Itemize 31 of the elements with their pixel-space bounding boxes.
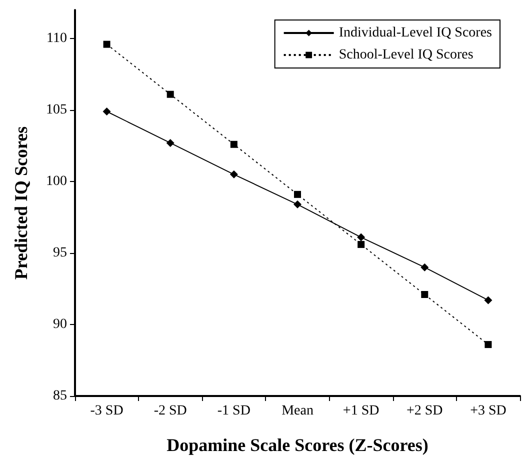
- point: [230, 140, 238, 148]
- y-tick-label: 95: [53, 246, 67, 261]
- x-tick-label: -1 SD: [217, 404, 250, 418]
- x-tick-label: +1 SD: [342, 404, 380, 418]
- point: [484, 341, 492, 348]
- point: [230, 170, 238, 178]
- point: [358, 240, 365, 248]
- x-tick-label: -2 SD: [154, 404, 187, 418]
- point: [166, 90, 174, 98]
- y-tick-label: 90: [53, 317, 67, 332]
- x-axis-title: Dopamine Scale Scores (Z-Scores): [166, 435, 428, 455]
- legend-label: Individual-Level IQ Scores: [338, 26, 492, 40]
- x-tick-label: Mean: [282, 404, 314, 418]
- y-tick-label: 110: [46, 31, 67, 46]
- legend-label: School-Level IQ Scores: [338, 48, 474, 62]
- point: [166, 138, 174, 147]
- point: [484, 296, 492, 304]
- y-tick-label: 100: [46, 174, 67, 190]
- x-tick-label: +3 SD: [470, 404, 506, 418]
- point: [294, 200, 302, 208]
- y-axis-title: Predicted IQ Scores: [11, 126, 31, 280]
- x-tick-label: +2 SD: [406, 404, 443, 418]
- point: [102, 108, 111, 116]
- point: [421, 290, 428, 298]
- point: [420, 263, 429, 272]
- point: [103, 40, 110, 48]
- y-tick-label: 85: [53, 388, 67, 404]
- x-tick-label: -3 SD: [90, 404, 124, 418]
- point: [357, 233, 366, 242]
- y-tick-label: 105: [46, 102, 67, 118]
- point: [294, 190, 301, 198]
